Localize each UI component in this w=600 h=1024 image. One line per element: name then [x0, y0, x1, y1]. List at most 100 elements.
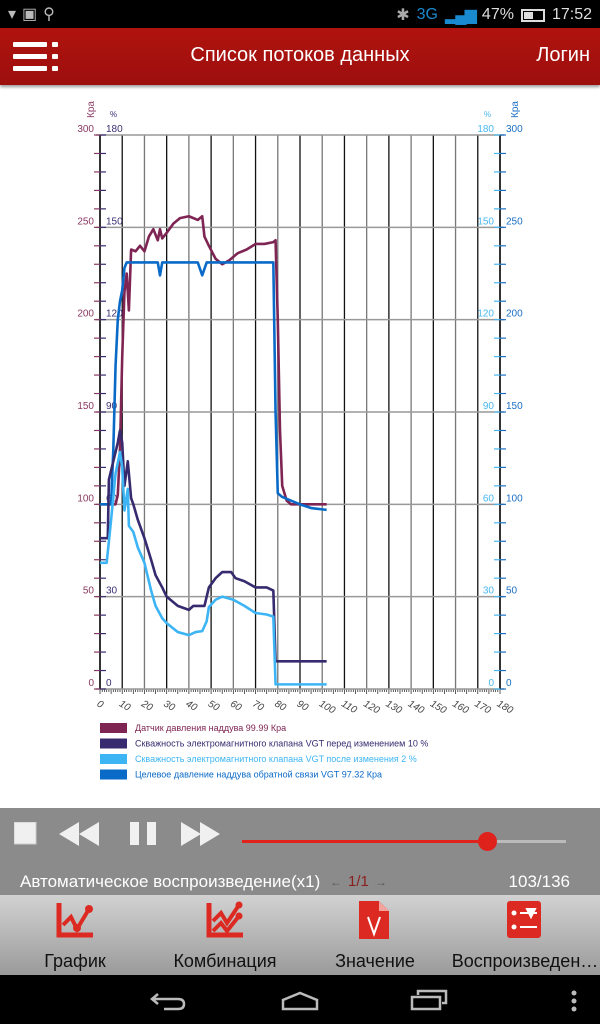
right-kpa-tick-label: 100 [506, 493, 523, 504]
shield-icon: ▾ [8, 6, 23, 23]
left-pct-tick-label: 150 [106, 216, 123, 227]
right-pct-tick-label: 150 [477, 216, 494, 227]
legend-label: Целевое давление наддува обратной связи … [135, 770, 382, 780]
right-pct-tick-label: 120 [477, 309, 494, 320]
tab-playback[interactable]: Воспроизведен… [450, 895, 600, 975]
left-kpa-tick-label: 300 [77, 124, 94, 135]
x-tick-label: 50 [206, 699, 222, 714]
left-kpa-unit: Кра [86, 101, 97, 118]
status-bar: ▾▣⚲ ✱ 3G ▂▄▆ 47% 17:52 [0, 0, 600, 28]
left-pct-tick-label: 30 [106, 586, 118, 597]
x-tick-label: 90 [295, 699, 311, 714]
x-tick-label: 140 [406, 699, 426, 717]
tab-combination[interactable]: Комбинация [150, 895, 300, 975]
bluetooth-icon: ✱ [396, 7, 410, 24]
prev-page-arrow[interactable]: ← [330, 875, 342, 889]
series-line [100, 261, 327, 512]
series-line [100, 450, 327, 686]
login-button[interactable]: Логин [536, 44, 590, 66]
data-stream-chart: 0 10 20 30 40 50 60 70 80 90 100 110 120 130 140 150 160… [77, 101, 523, 780]
left-kpa-tick-label: 200 [77, 309, 94, 320]
x-tick-label: 20 [138, 698, 154, 714]
right-pct-tick-label: 90 [483, 401, 495, 412]
right-kpa-tick-label: 300 [506, 124, 523, 135]
left-pct-tick-label: 90 [106, 401, 118, 412]
recent-apps-icon[interactable] [410, 988, 450, 1012]
playback-panel [0, 808, 600, 895]
fast-forward-button[interactable] [181, 822, 225, 846]
legend-label: Датчик давления наддува 99.99 Кра [135, 723, 286, 733]
left-kpa-tick-label: 150 [77, 401, 94, 412]
right-kpa-tick-label: 150 [506, 401, 523, 412]
legend-swatch [100, 769, 127, 780]
tab-label: Комбинация [173, 951, 277, 971]
legend-swatch [100, 754, 127, 764]
x-tick-label: 150 [428, 699, 448, 717]
tab-label: График [44, 951, 106, 971]
x-tick-label: 100 [317, 699, 337, 717]
overflow-menu-icon[interactable] [570, 990, 578, 1014]
x-tick-label: 40 [184, 699, 200, 714]
frame-counter: 103/136 [508, 872, 570, 891]
slider-fill [242, 840, 488, 843]
series-line [100, 429, 327, 663]
signal-icon: ▂▄▆ [444, 7, 477, 24]
left-pct-unit: % [110, 110, 117, 119]
back-icon[interactable] [150, 990, 190, 1012]
pause-button[interactable] [130, 822, 158, 846]
tab-value[interactable]: Значение [300, 895, 450, 975]
right-pct-tick-label: 0 [488, 678, 494, 689]
value-document-icon [359, 901, 389, 939]
page-indicator: 1/1 [348, 873, 369, 890]
right-pct-unit: % [484, 110, 491, 119]
menu-icon[interactable] [13, 42, 58, 72]
left-pct-tick-label: 180 [106, 124, 123, 135]
x-tick-label: 80 [273, 699, 289, 714]
x-tick-label: 30 [161, 699, 177, 714]
left-kpa-tick-label: 250 [77, 216, 94, 227]
tab-label: Воспроизведен… [451, 951, 599, 971]
x-tick-label: 120 [361, 699, 381, 717]
next-page-arrow[interactable]: → [375, 875, 387, 889]
x-tick-label: 110 [339, 699, 359, 717]
right-pct-tick-label: 60 [483, 493, 495, 504]
legend-swatch [100, 738, 127, 749]
x-tick-label: 60 [228, 699, 244, 714]
network-type: 3G [416, 6, 438, 23]
right-kpa-tick-label: 50 [506, 586, 518, 597]
rewind-button[interactable] [59, 822, 103, 846]
legend-label: Скважность электромагнитного клапана VGT… [135, 754, 417, 764]
system-nav-bar [0, 975, 600, 1024]
right-kpa-tick-label: 250 [506, 216, 523, 227]
right-pct-tick-label: 30 [483, 586, 495, 597]
page-title: Список потоков данных [190, 44, 410, 66]
notification-icons: ▾▣⚲ [8, 4, 61, 24]
home-icon[interactable] [280, 990, 320, 1012]
search-icon: ⚲ [43, 6, 61, 23]
left-kpa-tick-label: 0 [88, 678, 94, 689]
tab-label: Значение [335, 951, 415, 971]
slider-thumb[interactable] [478, 832, 498, 851]
battery-icon [520, 8, 545, 22]
left-kpa-tick-label: 100 [77, 493, 94, 504]
left-pct-tick-label: 0 [106, 678, 112, 689]
line-chart-icon [56, 903, 93, 938]
playback-icon [507, 901, 541, 938]
app-header: Список потоков данных Логин [0, 28, 600, 85]
stop-button[interactable] [14, 822, 38, 846]
image-icon: ▣ [22, 6, 44, 23]
legend-swatch [100, 723, 127, 733]
right-pct-tick-label: 180 [477, 124, 494, 135]
x-tick-label: 10 [117, 699, 133, 714]
legend-label: Скважность электромагнитного клапана VGT… [135, 739, 428, 749]
series-line [100, 214, 327, 506]
tab-graph[interactable]: График [0, 895, 150, 975]
auto-playback-label: Автоматическое воспроизведение(x1) [20, 872, 321, 891]
playback-slider[interactable] [242, 832, 566, 851]
right-kpa-tick-label: 200 [506, 309, 523, 320]
battery-level: 47% [481, 6, 514, 23]
right-kpa-tick-label: 0 [506, 678, 512, 689]
clock: 17:52 [551, 6, 592, 23]
combined-chart-icon [206, 901, 243, 938]
x-tick-label: 170 [473, 699, 493, 717]
